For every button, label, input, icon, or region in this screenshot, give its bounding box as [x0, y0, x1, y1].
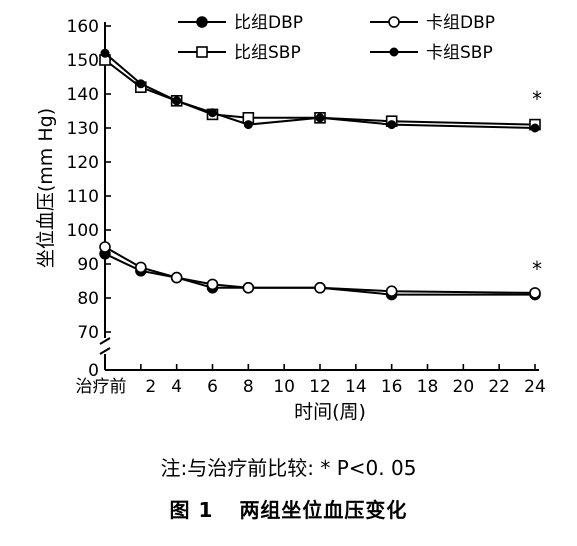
axes: 0 70 80 90 100 110 120 130 140 150 160 治疗前 2 4 6 8 10 12 1…	[35, 17, 546, 423]
data-point	[135, 261, 147, 274]
x-tick-label: 14	[345, 377, 367, 397]
figure-caption: 图 1 两组坐位血压变化	[0, 494, 577, 523]
series-line	[104, 59, 536, 126]
legend-label: 比组DBP	[234, 13, 303, 33]
data-point	[387, 120, 397, 130]
data-point	[99, 241, 111, 253]
legend-item-2: 卡组DBP	[370, 13, 495, 33]
data-point	[389, 47, 399, 57]
legend-label: 比组SBP	[234, 43, 301, 63]
significance-star: *	[532, 87, 542, 111]
y-axis-break-mark-2	[99, 347, 111, 355]
y-tick-label: 70	[77, 323, 99, 343]
y-axis-break-mark-1	[99, 337, 111, 345]
series-line	[104, 52, 536, 129]
legend: 比组DBP 卡组DBP 比组SBP 卡组SBP	[178, 13, 495, 63]
x-tick-label: 10	[273, 377, 295, 397]
significance-star: *	[532, 257, 542, 281]
series-line	[104, 246, 536, 294]
series-2	[99, 241, 541, 299]
data-point	[172, 96, 182, 106]
data-point	[170, 271, 183, 284]
x-tick-label: 2	[145, 377, 156, 397]
data-point	[388, 16, 400, 28]
y-tick-label: 120	[67, 153, 99, 173]
y-tick-label: 140	[67, 85, 99, 105]
x-tick-label: 8	[243, 377, 254, 397]
figure-title: 两组坐位血压变化	[239, 498, 408, 522]
y-tick-label: 130	[67, 119, 99, 139]
legend-label: 卡组SBP	[426, 43, 493, 63]
data-point	[100, 48, 110, 58]
data-point	[206, 278, 219, 291]
y-tick-label: 100	[67, 221, 99, 241]
series-line	[104, 252, 535, 296]
x-axis-title: 时间(周)	[294, 401, 366, 423]
y-axis-title: 坐位血压(mm Hg)	[35, 108, 57, 268]
x-tick-label: 18	[417, 377, 439, 397]
data-point	[315, 113, 325, 123]
data-point	[136, 79, 146, 89]
x-tick-label: 治疗前	[76, 377, 127, 397]
data-point	[385, 285, 398, 298]
y-tick-label: 150	[67, 51, 99, 71]
data-point	[243, 120, 253, 130]
legend-item-4: 卡组SBP	[370, 43, 493, 63]
y-tick-label: 110	[67, 187, 99, 207]
data-point	[529, 287, 541, 299]
data-point	[196, 16, 208, 28]
data-point	[530, 123, 540, 133]
x-tick-label: 12	[309, 377, 331, 397]
legend-item-3: 比组SBP	[178, 43, 301, 63]
legend-label: 卡组DBP	[426, 13, 495, 33]
series-4	[100, 48, 540, 133]
x-tick-label: 6	[207, 377, 218, 397]
series-layer: **	[99, 48, 542, 301]
data-point	[314, 281, 326, 294]
y-tick-label: 80	[77, 289, 99, 309]
significance-note: 注:与治疗前比较: * P<0. 05	[160, 456, 417, 480]
x-tick-label: 16	[381, 377, 403, 397]
y-tick-label: 0	[88, 361, 99, 381]
data-point	[196, 46, 208, 58]
figure-number: 图 1	[169, 498, 214, 522]
legend-item-1: 比组DBP	[178, 13, 303, 33]
data-point	[208, 108, 217, 118]
x-tick-label: 22	[488, 377, 510, 397]
x-tick-label: 24	[524, 377, 546, 397]
y-tick-label: 90	[77, 255, 99, 275]
x-tick-label: 20	[453, 377, 475, 397]
y-tick-label: 160	[67, 17, 99, 37]
x-tick-label: 4	[171, 377, 182, 397]
data-point	[242, 281, 255, 294]
